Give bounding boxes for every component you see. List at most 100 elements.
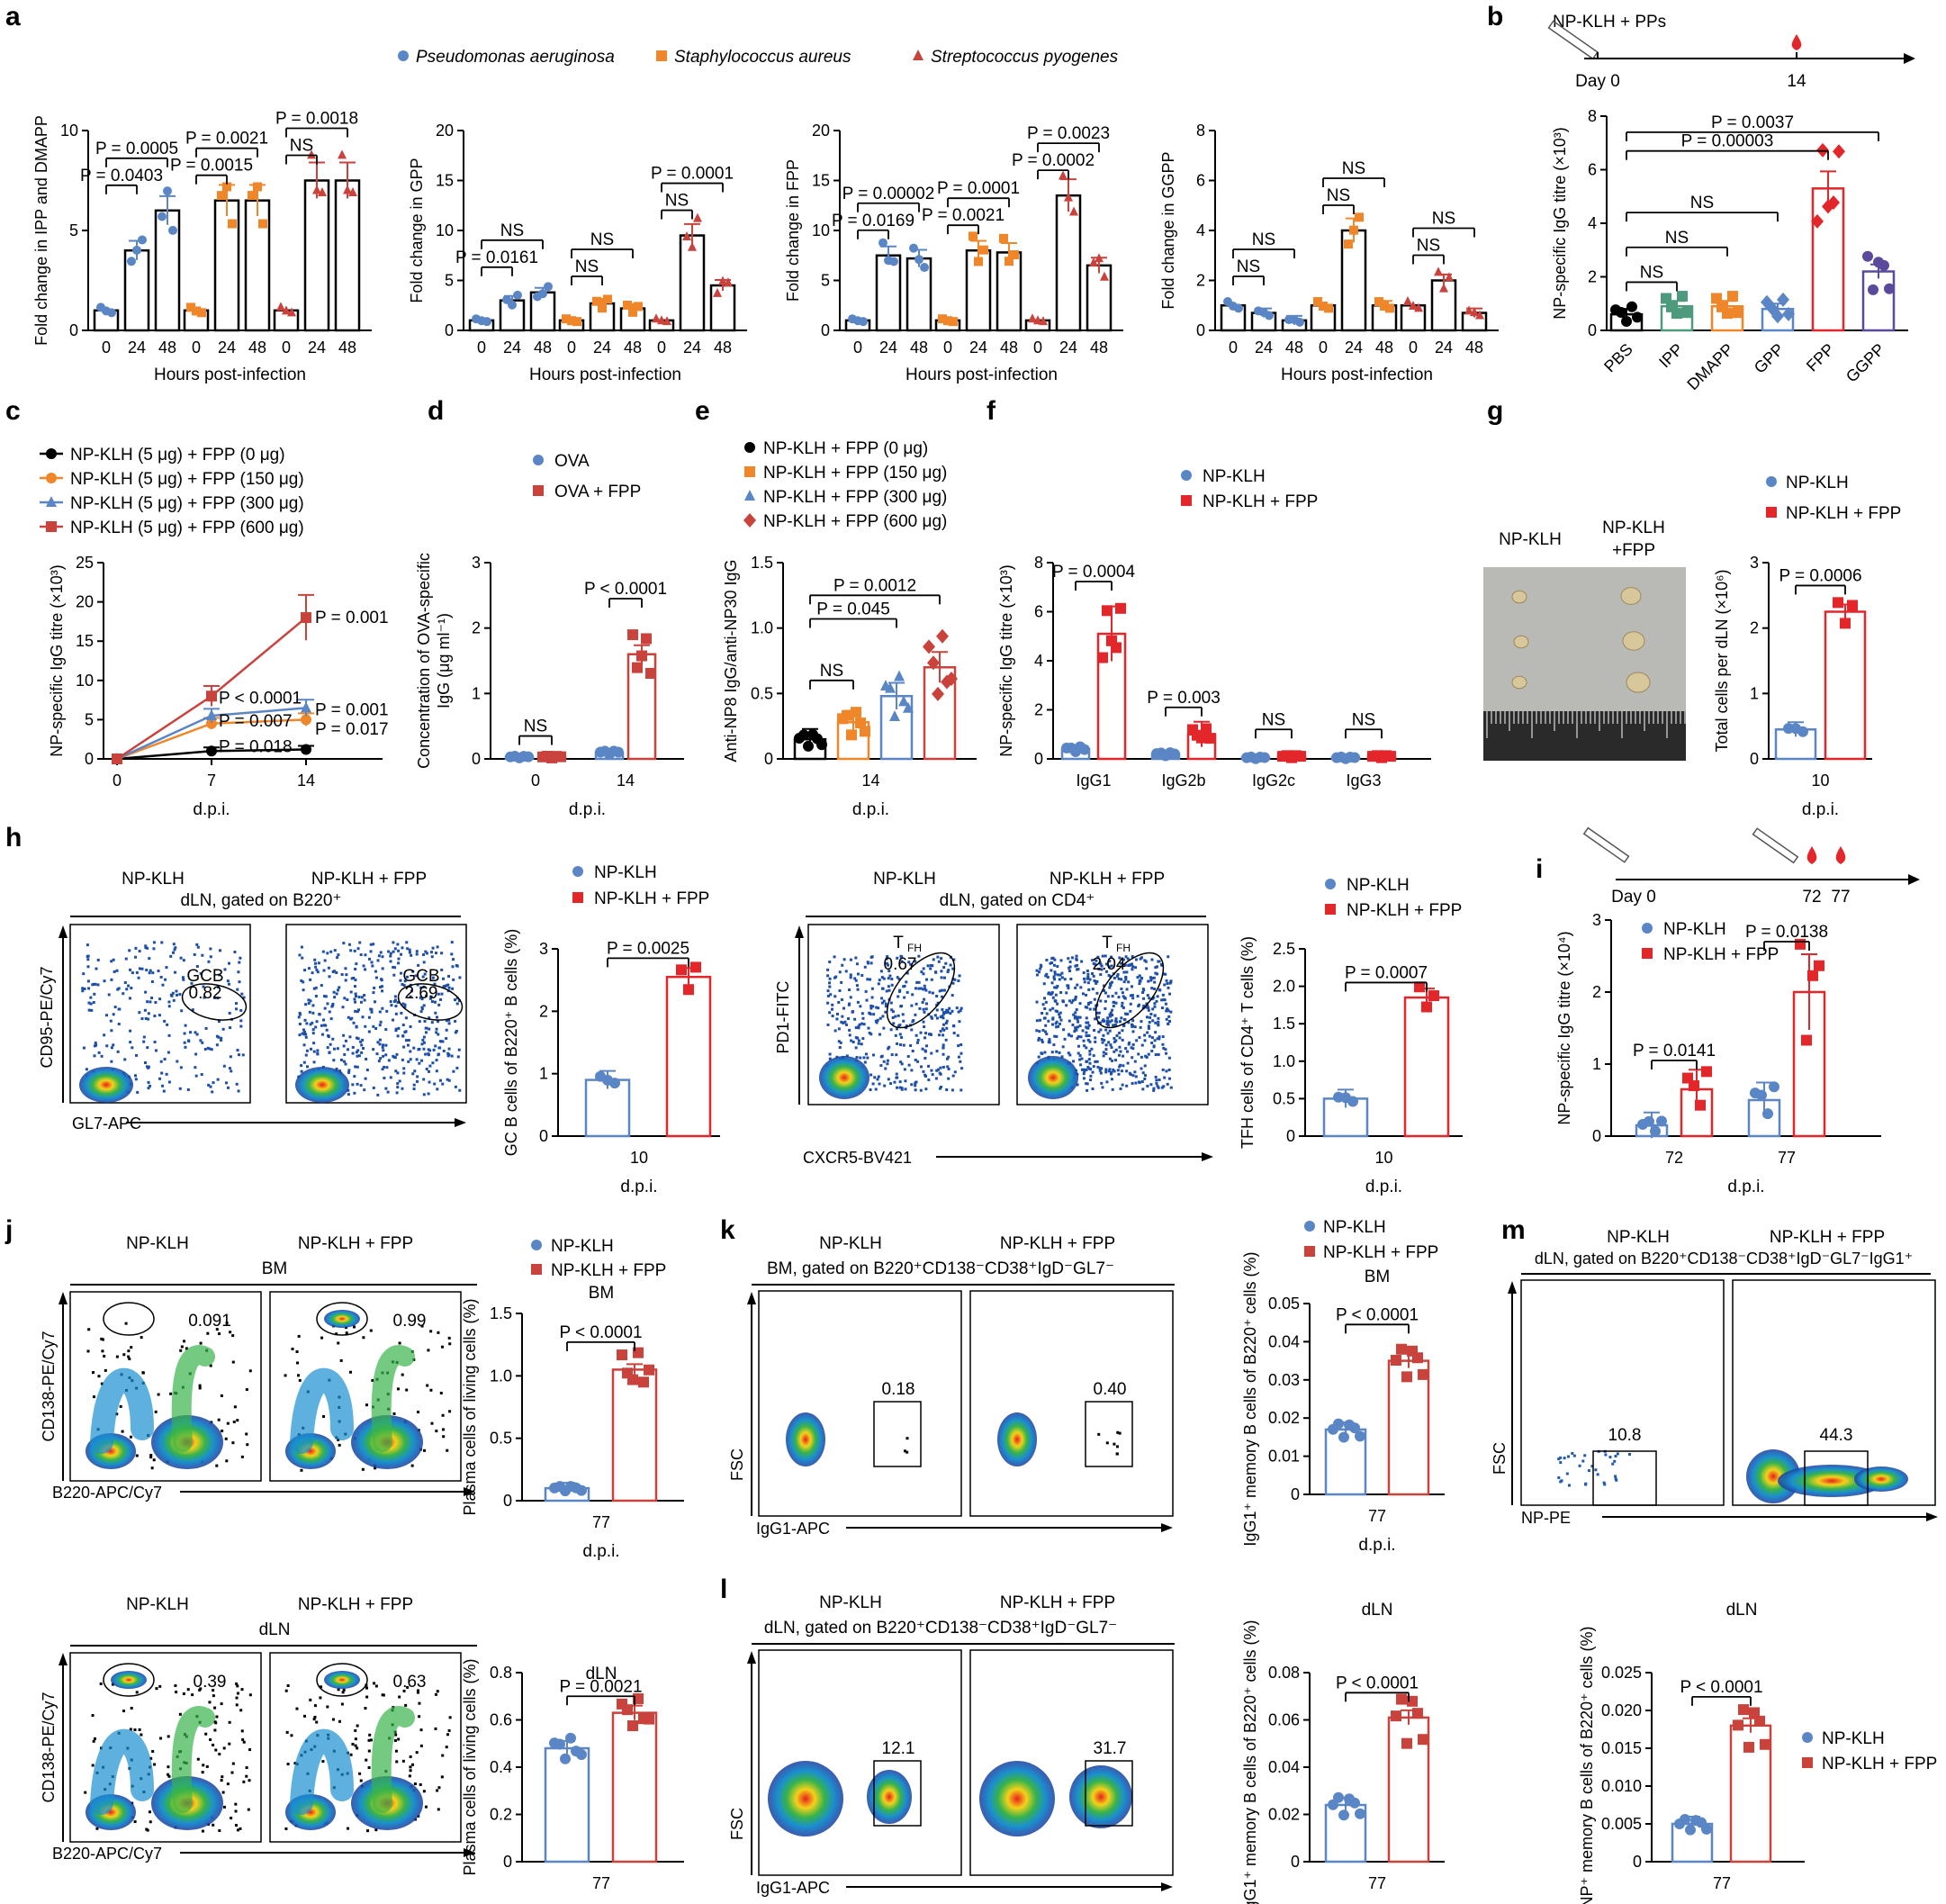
- event-dot: [848, 1028, 851, 1032]
- event-dot: [392, 1054, 395, 1058]
- event-dot: [124, 957, 128, 961]
- event-dot: [354, 1744, 357, 1747]
- p-value-label: NS: [524, 717, 547, 736]
- event-dot: [284, 1827, 288, 1830]
- event-dot: [435, 1069, 438, 1073]
- event-dot: [214, 1748, 218, 1752]
- density-blob: [1069, 1765, 1132, 1828]
- y-tick-label: 8: [1588, 107, 1597, 125]
- event-dot: [1083, 1069, 1086, 1073]
- event-dot: [855, 984, 859, 988]
- flow-x-label: IgG1-APC: [756, 1879, 830, 1897]
- event-dot: [1074, 1027, 1077, 1031]
- event-dot: [924, 1044, 928, 1048]
- event-dot: [1119, 1063, 1122, 1067]
- event-dot: [409, 1024, 412, 1028]
- p-value-label: P = 0.003: [1147, 689, 1221, 708]
- event-dot: [1046, 975, 1050, 979]
- event-dot: [104, 1368, 107, 1372]
- event-dot: [1101, 1086, 1104, 1089]
- event-dot: [901, 1013, 905, 1016]
- event-dot: [1615, 1478, 1618, 1482]
- event-dot: [198, 1386, 202, 1390]
- data-point: [1385, 303, 1394, 313]
- event-dot: [1167, 1068, 1171, 1071]
- event-dot: [1106, 1032, 1110, 1035]
- y-tick-label: 0.025: [1601, 1664, 1642, 1682]
- legend-label: NP-KLH + FPP: [594, 889, 709, 908]
- event-dot: [441, 1428, 445, 1431]
- event-dot: [877, 982, 880, 986]
- event-dot: [1097, 1030, 1101, 1033]
- p-value-label: P < 0.0001: [1336, 1305, 1419, 1324]
- event-dot: [158, 1077, 162, 1080]
- p-value-label: P = 0.0012: [833, 576, 916, 595]
- y-tick-label: 0.05: [1268, 1295, 1300, 1313]
- event-dot: [430, 1021, 434, 1024]
- x-axis-label: d.p.i.: [1358, 1536, 1395, 1555]
- plot-subtitle: BM: [262, 1259, 288, 1278]
- event-dot: [898, 988, 902, 992]
- event-dot: [1045, 1012, 1049, 1015]
- event-dot: [896, 1086, 899, 1089]
- event-dot: [1152, 1087, 1156, 1090]
- event-dot: [331, 970, 335, 974]
- event-dot: [355, 1051, 358, 1054]
- event-dot: [1121, 1001, 1124, 1005]
- flow-y-label: PD1-FITC: [774, 980, 792, 1053]
- x-tick-label: FPP: [1803, 340, 1838, 375]
- event-dot: [356, 1065, 359, 1069]
- event-dot: [128, 949, 131, 952]
- event-dot: [1165, 979, 1168, 982]
- event-dot: [861, 1016, 865, 1020]
- flow-plot: 0.39: [69, 1652, 262, 1843]
- event-dot: [914, 1084, 917, 1087]
- event-dot: [1149, 976, 1153, 979]
- event-dot: [397, 1737, 401, 1741]
- event-dot: [382, 1049, 385, 1052]
- axis-arrow: [464, 1848, 475, 1857]
- event-dot: [1104, 970, 1108, 973]
- event-dot: [112, 1013, 115, 1016]
- event-dot: [1041, 1040, 1044, 1043]
- event-dot: [856, 972, 860, 976]
- event-dot: [394, 1749, 398, 1753]
- event-dot: [403, 979, 407, 983]
- event-dot: [868, 1032, 871, 1035]
- event-dot: [245, 1766, 248, 1770]
- event-dot: [297, 1334, 301, 1338]
- event-dot: [402, 984, 406, 988]
- event-dot: [430, 1421, 434, 1425]
- event-dot: [167, 1033, 171, 1037]
- event-dot: [1122, 1054, 1125, 1058]
- event-dot: [338, 1443, 341, 1447]
- event-dot: [1092, 961, 1095, 965]
- event-dot: [218, 1828, 221, 1832]
- event-dot: [1096, 955, 1100, 959]
- event-dot: [317, 961, 320, 965]
- data-point: [531, 1264, 542, 1275]
- data-point: [943, 316, 952, 326]
- event-dot: [445, 1746, 448, 1749]
- event-dot: [117, 987, 121, 990]
- event-dot: [380, 985, 383, 988]
- event-dot: [167, 1773, 170, 1776]
- event-dot: [881, 987, 885, 990]
- event-dot: [419, 986, 423, 989]
- event-dot: [1161, 1068, 1165, 1071]
- event-dot: [1155, 1078, 1158, 1082]
- event-dot: [1096, 1065, 1100, 1069]
- data-point: [1396, 1343, 1407, 1355]
- event-dot: [392, 941, 395, 944]
- gate-name-sub: FH: [907, 942, 922, 954]
- event-dot: [419, 1010, 423, 1014]
- event-dot: [239, 1709, 243, 1712]
- event-dot: [1142, 997, 1146, 1000]
- data-point: [846, 729, 857, 741]
- event-dot: [417, 1689, 420, 1692]
- event-dot: [331, 1002, 335, 1006]
- event-dot: [1085, 993, 1088, 997]
- event-dot: [378, 1038, 382, 1042]
- event-dot: [409, 1769, 412, 1773]
